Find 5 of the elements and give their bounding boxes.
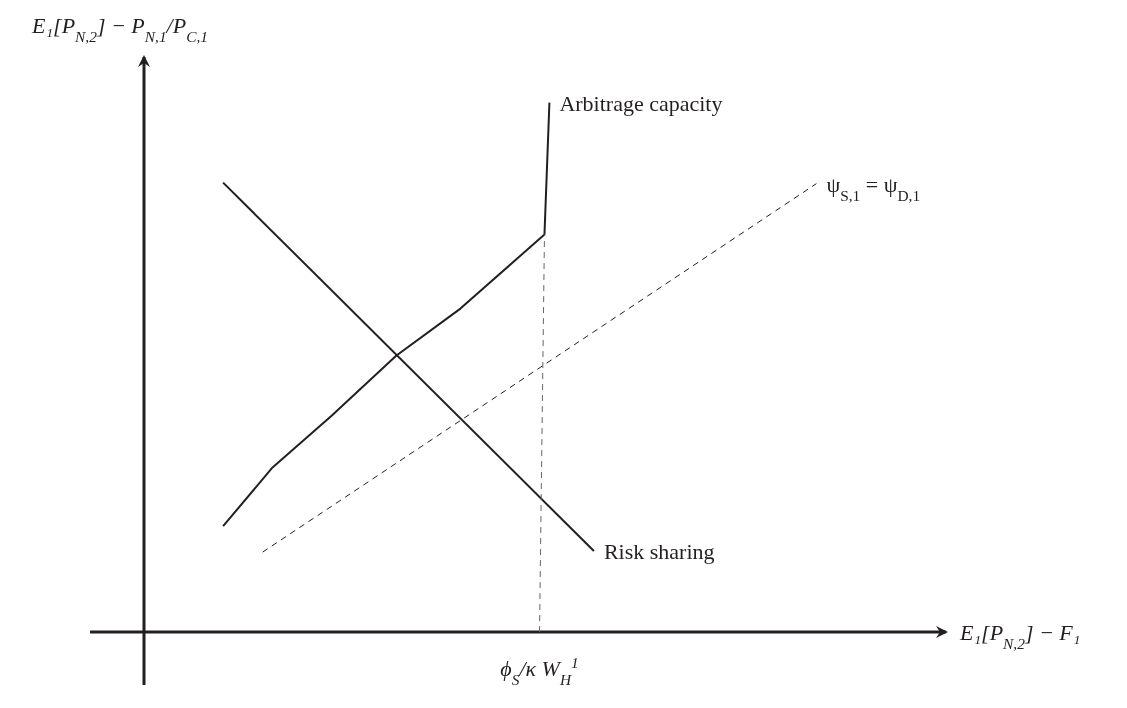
- series-label: Risk sharing: [603, 539, 715, 565]
- x-axis-title: E₁[P$_{N,2}$] − F₁: [959, 620, 1081, 652]
- series-label: Arbitrage capacity: [559, 90, 723, 116]
- y-axis-title: E₁[P$_{N,2}$] − P$_{N,1}$/P$_{C,1}$: [31, 13, 208, 45]
- series-label: ψ$_{S,1}$ = ψ$_{D,1}$: [826, 171, 921, 204]
